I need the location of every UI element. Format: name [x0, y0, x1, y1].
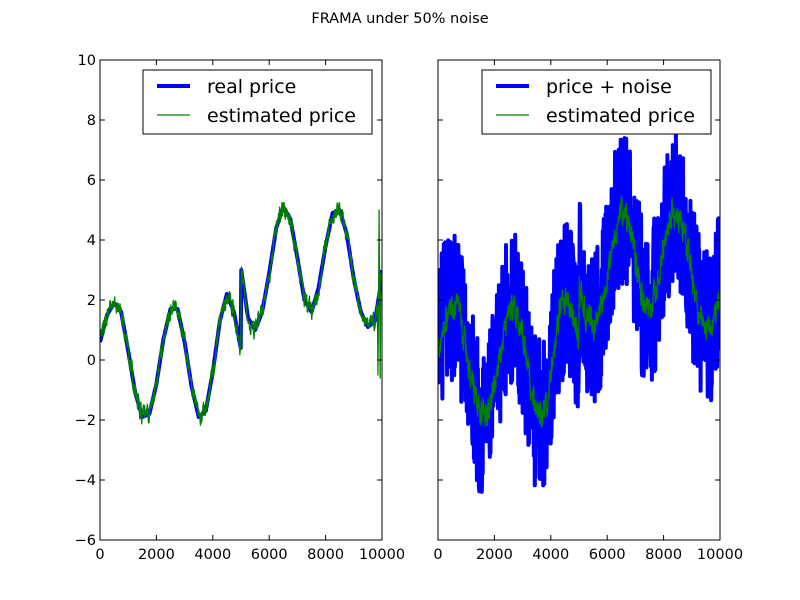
panel-2: 0 2000 4000 6000 8000 10000 price + noise estim…	[433, 59, 743, 563]
legend-label: estimated price	[207, 105, 356, 127]
y-tick-label: −4	[75, 473, 96, 489]
y-tick-label: 4	[87, 233, 96, 249]
x-tick-label: 6000	[251, 547, 288, 563]
x-tick-label: 10000	[697, 547, 743, 563]
x-tick-label: 8000	[307, 547, 344, 563]
legend: price + noise estimated price	[481, 69, 712, 135]
figure-suptitle: FRAMA under 50% noise	[311, 11, 488, 27]
y-tick-label: −6	[75, 533, 96, 549]
y-tick-label: −2	[75, 413, 96, 429]
legend: real price estimated price	[142, 69, 373, 135]
x-tick-label: 2000	[138, 547, 175, 563]
series-line-estimate	[438, 195, 720, 429]
x-tick-label: 8000	[645, 547, 682, 563]
legend-label: real price	[207, 76, 296, 98]
legend-label: price + noise	[546, 76, 672, 98]
y-tick-label: 10	[78, 53, 96, 69]
legend-label: estimated price	[546, 105, 695, 127]
series-line-estimate	[100, 201, 382, 426]
x-tick-label: 0	[433, 547, 442, 563]
panels: 0 2000 4000 6000 8000 10000 −6 −4 −2 0 2 4 6 8 10 real …	[75, 53, 743, 563]
y-tick-label: 0	[87, 353, 96, 369]
series-group	[438, 131, 720, 494]
legend-box	[142, 69, 373, 135]
x-tick-label: 6000	[589, 547, 626, 563]
x-tick-label: 0	[95, 547, 104, 563]
y-tick-label: 6	[87, 173, 96, 189]
x-tick-label: 4000	[194, 547, 231, 563]
x-tick-label: 4000	[532, 547, 569, 563]
y-tick-label: 2	[87, 293, 96, 309]
x-tick-label: 10000	[359, 547, 405, 563]
series-group	[100, 201, 382, 426]
y-tick-label: 8	[87, 113, 96, 129]
x-tick-label: 2000	[476, 547, 513, 563]
panel-1: 0 2000 4000 6000 8000 10000 −6 −4 −2 0 2 4 6 8 10 real …	[75, 53, 405, 563]
legend-box	[481, 69, 712, 135]
